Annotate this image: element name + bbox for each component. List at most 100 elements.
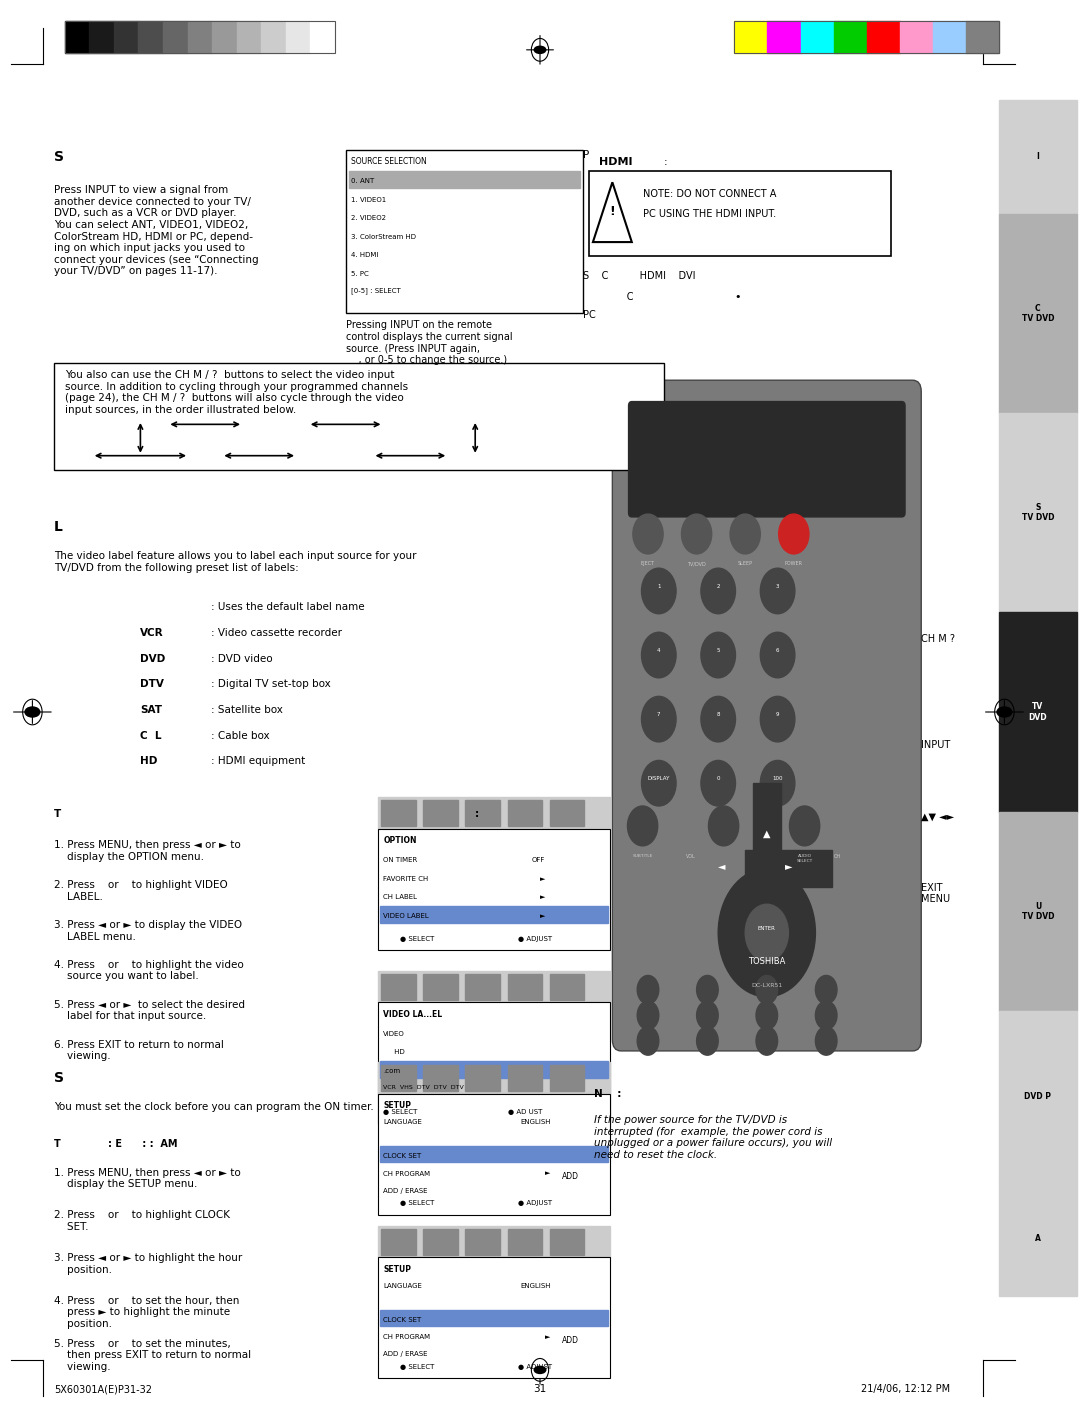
Circle shape	[815, 975, 837, 1004]
Text: T: T	[54, 809, 62, 819]
Bar	[163, 21, 188, 53]
Text: 31: 31	[534, 1384, 546, 1394]
Text: ● ADJUST: ● ADJUST	[518, 1200, 553, 1206]
Text: S
TV DVD: S TV DVD	[1022, 503, 1054, 523]
Circle shape	[730, 514, 760, 554]
Text: SAT: SAT	[140, 705, 162, 715]
Bar	[933, 21, 966, 53]
Bar	[734, 21, 768, 53]
Text: 4. Press    or    to highlight the video
    source you want to label.: 4. Press or to highlight the video sourc…	[54, 960, 244, 981]
Circle shape	[756, 1001, 778, 1030]
Text: ADD: ADD	[562, 1336, 579, 1344]
Circle shape	[697, 975, 718, 1004]
Circle shape	[708, 806, 739, 846]
Text: ▲: ▲	[764, 829, 770, 839]
Text: OPTION: OPTION	[383, 836, 417, 844]
Bar	[188, 21, 212, 53]
Bar	[378, 797, 610, 829]
Bar	[508, 1065, 542, 1091]
Circle shape	[642, 632, 676, 678]
Bar	[788, 850, 832, 887]
Bar	[286, 21, 310, 53]
Bar	[999, 612, 1077, 812]
Bar	[346, 150, 583, 313]
Circle shape	[701, 696, 735, 742]
Text: •: •	[734, 292, 741, 302]
Bar	[465, 800, 500, 826]
Text: CH PROGRAM: CH PROGRAM	[383, 1334, 431, 1340]
Text: 3: 3	[775, 584, 780, 590]
Text: [0-5] : SELECT: [0-5] : SELECT	[351, 288, 401, 295]
Bar	[378, 829, 610, 950]
Text: : DVD video: : DVD video	[211, 654, 272, 664]
Bar	[734, 21, 999, 53]
Bar	[867, 21, 900, 53]
Text: ENGLISH: ENGLISH	[521, 1283, 551, 1289]
Text: DTV: DTV	[140, 679, 164, 689]
Text: .com: .com	[383, 1068, 401, 1074]
Bar	[550, 1229, 584, 1255]
Bar	[550, 974, 584, 1000]
Bar	[423, 1229, 458, 1255]
Bar	[378, 1226, 610, 1257]
Bar	[380, 1061, 608, 1078]
Text: SUBTITLE: SUBTITLE	[633, 854, 652, 859]
Text: ● AD UST: ● AD UST	[508, 1109, 542, 1115]
Bar	[381, 974, 416, 1000]
Text: 2. Press    or    to highlight VIDEO
    LABEL.: 2. Press or to highlight VIDEO LABEL.	[54, 880, 228, 901]
Circle shape	[745, 904, 788, 961]
Circle shape	[701, 632, 735, 678]
Bar	[65, 21, 90, 53]
Bar	[834, 21, 867, 53]
Bar	[310, 21, 335, 53]
Bar	[65, 21, 335, 53]
Text: 2: 2	[716, 584, 720, 590]
Text: U
TV DVD: U TV DVD	[1022, 901, 1054, 921]
Text: 0. ANT: 0. ANT	[351, 178, 375, 184]
Text: T              : E      : :  AM: T : E : : AM	[54, 1139, 177, 1149]
Text: FAVORITE CH: FAVORITE CH	[383, 876, 429, 881]
Text: ►: ►	[540, 876, 545, 881]
Text: TV/DVD: TV/DVD	[687, 561, 706, 567]
Text: CH PROGRAM: CH PROGRAM	[383, 1171, 431, 1176]
Text: 5: 5	[716, 648, 720, 654]
Bar	[261, 21, 286, 53]
Bar	[999, 100, 1077, 214]
Text: 5. Press ◄ or ►  to select the desired
    label for that input source.: 5. Press ◄ or ► to select the desired la…	[54, 1000, 245, 1021]
Text: SETUP: SETUP	[383, 1265, 411, 1273]
Text: You must set the clock before you can program the ON timer.: You must set the clock before you can pr…	[54, 1102, 374, 1112]
Text: Press INPUT to view a signal from
another device connected to your TV/
DVD, such: Press INPUT to view a signal from anothe…	[54, 185, 258, 276]
Text: VIDEO: VIDEO	[383, 1031, 405, 1037]
Bar	[900, 21, 933, 53]
Text: DVD P: DVD P	[1025, 1092, 1052, 1101]
Text: 100: 100	[772, 776, 783, 782]
Circle shape	[760, 632, 795, 678]
Text: !: !	[609, 205, 616, 218]
Text: S    C          HDMI    DVI: S C HDMI DVI	[583, 271, 696, 281]
Circle shape	[760, 760, 795, 806]
Bar	[508, 974, 542, 1000]
Bar	[999, 1182, 1077, 1296]
Bar	[90, 21, 113, 53]
Circle shape	[760, 568, 795, 614]
Text: ADD: ADD	[562, 1172, 579, 1180]
Text: 2. VIDEO2: 2. VIDEO2	[351, 215, 386, 221]
Text: OFF: OFF	[532, 857, 545, 863]
Text: C  L: C L	[140, 731, 162, 740]
Text: C: C	[583, 292, 634, 302]
FancyBboxPatch shape	[629, 402, 905, 517]
Text: If the power source for the TV/DVD is
interrupted (for  example, the power cord : If the power source for the TV/DVD is in…	[594, 1115, 832, 1159]
Circle shape	[627, 806, 658, 846]
Circle shape	[756, 1027, 778, 1055]
Text: ● SELECT: ● SELECT	[400, 1200, 434, 1206]
Text: DC-LXR51: DC-LXR51	[752, 983, 782, 988]
Text: S: S	[54, 150, 64, 164]
Text: TOSHIBA: TOSHIBA	[748, 957, 785, 965]
Text: ● SELECT: ● SELECT	[400, 1364, 434, 1370]
Text: ● SELECT: ● SELECT	[400, 936, 434, 941]
Text: N    :: N :	[594, 1089, 621, 1099]
Ellipse shape	[997, 706, 1013, 718]
Text: 0: 0	[716, 776, 720, 782]
Text: 6: 6	[775, 648, 780, 654]
Circle shape	[642, 696, 676, 742]
